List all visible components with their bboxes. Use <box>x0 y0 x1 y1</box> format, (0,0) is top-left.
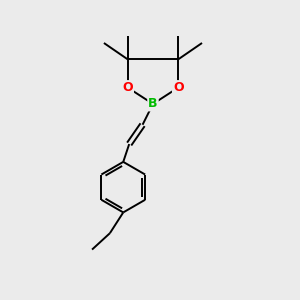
Text: B: B <box>148 98 158 110</box>
Text: O: O <box>122 81 133 94</box>
Text: O: O <box>173 81 184 94</box>
